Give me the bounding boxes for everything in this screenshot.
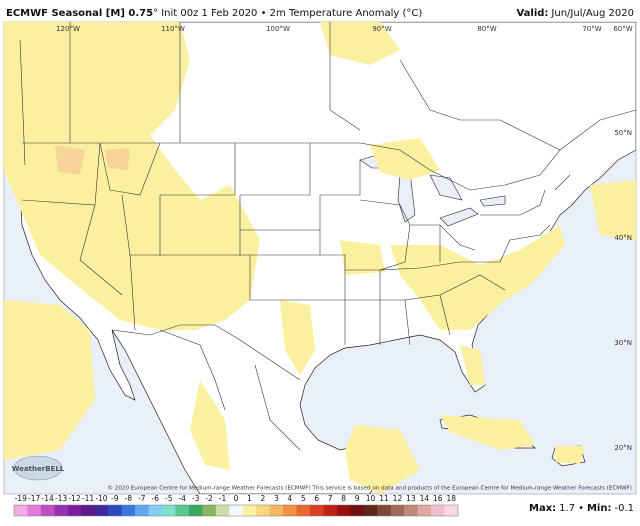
colorbar-label: 8	[341, 494, 346, 503]
lat-label: 30°N	[614, 339, 632, 347]
stats: Max: 1.7 • Min: -0.1	[529, 503, 634, 514]
lat-label: 20°N	[614, 444, 632, 452]
colorbar-label: -10	[95, 494, 107, 503]
color-swatch	[162, 505, 176, 516]
color-swatch	[444, 505, 459, 516]
color-swatch	[67, 505, 82, 516]
colorbar-label: -2	[205, 494, 213, 503]
valid-label: Valid:	[516, 8, 548, 19]
lon-label: 60°W	[613, 25, 632, 33]
colorbar-label: 3	[274, 494, 279, 503]
color-swatch	[242, 505, 257, 516]
color-swatch	[81, 505, 96, 516]
colorbar-label: 5	[301, 494, 306, 503]
subtitle: ° Init 00z 1 Feb 2020 • 2m Temperature A…	[153, 8, 422, 19]
colorbar-label: -8	[125, 494, 133, 503]
colorbar-label: -11	[82, 494, 94, 503]
color-swatch	[215, 505, 230, 516]
colorbar-label: 10	[366, 494, 376, 503]
colorbar-label: -4	[178, 494, 186, 503]
color-swatch	[404, 505, 418, 516]
color-swatch	[310, 505, 324, 516]
color-swatch	[94, 505, 109, 516]
colorbar-label: -6	[152, 494, 160, 503]
logo: WeatherBELL	[12, 455, 65, 481]
lon-label: 110°W	[161, 25, 185, 33]
colorbar-label: 4	[287, 494, 292, 503]
color-swatch	[296, 505, 311, 516]
lon-label: 120°W	[56, 25, 80, 33]
color-swatch	[14, 505, 28, 516]
colorbar-label: 16	[433, 494, 443, 503]
separator: •	[578, 503, 584, 514]
state-borders	[19, 22, 636, 451]
colorbar-label: -1	[219, 494, 227, 503]
colorbar-label: 11	[379, 494, 389, 503]
color-swatch	[54, 505, 69, 516]
color-swatch	[417, 505, 432, 516]
colorbar-label: 1	[247, 494, 252, 503]
color-swatch	[202, 505, 217, 516]
color-swatch	[350, 505, 365, 516]
color-swatch	[40, 505, 55, 516]
colorbar-label: 13	[406, 494, 416, 503]
colorbar-label: -12	[68, 494, 80, 503]
colorbar-label: 7	[328, 494, 333, 503]
color-swatch	[336, 505, 351, 516]
colorbar-label: -17	[28, 494, 40, 503]
lat-label: 40°N	[614, 234, 632, 242]
color-swatch	[323, 505, 338, 516]
colorbar-label: 0	[234, 494, 239, 503]
header-title: ECMWF Seasonal [M] 0.75° Init 00z 1 Feb …	[6, 8, 422, 19]
color-swatch	[431, 505, 445, 516]
anomaly-areas	[4, 22, 636, 494]
lat-label: 50°N	[614, 129, 632, 137]
colorbar-label: -5	[165, 494, 173, 503]
min-value: -0.1	[614, 503, 634, 514]
colorbar-label: -19	[15, 494, 27, 503]
valid-period: Valid: Jun/Jul/Aug 2020	[516, 8, 634, 19]
colorbar-border	[13, 504, 459, 517]
color-swatch	[390, 505, 405, 516]
valid-value: Jun/Jul/Aug 2020	[550, 8, 634, 19]
colorbar-label: -14	[42, 494, 54, 503]
lon-label: 100°W	[266, 25, 290, 33]
color-swatch	[269, 505, 284, 516]
color-swatch	[175, 505, 190, 516]
lon-label: 70°W	[582, 25, 601, 33]
max-value: 1.7	[559, 503, 575, 514]
colorbar-label: -9	[111, 494, 119, 503]
color-swatch	[229, 505, 244, 516]
colorbar-label: 9	[355, 494, 360, 503]
colorbar-label: -3	[192, 494, 200, 503]
map: WeatherBELL 120°W 110°W 100°W 90°W 80°W …	[3, 21, 637, 495]
color-swatch	[108, 505, 122, 516]
colorbar-label: -13	[55, 494, 67, 503]
max-label: Max:	[529, 503, 556, 514]
colorbar-label: 6	[314, 494, 319, 503]
min-label: Min:	[587, 503, 612, 514]
colorbar-label: -7	[138, 494, 146, 503]
colorbar: -19 -17 -14 -13 -12 -11 -10 -9 -8 -7 -6 -5 -4 -3 -2 -1 0…	[13, 494, 459, 517]
color-swatch	[121, 505, 136, 516]
color-swatch	[188, 505, 203, 516]
color-swatch	[363, 505, 378, 516]
lon-label: 80°W	[477, 25, 496, 33]
colorbar-label: 14	[420, 494, 430, 503]
color-swatch	[256, 505, 270, 516]
lon-label: 90°W	[372, 25, 391, 33]
color-swatch	[148, 505, 163, 516]
color-swatch	[27, 505, 42, 516]
colorbar-label: 2	[261, 494, 266, 503]
colorbar-label: 18	[446, 494, 456, 503]
color-swatch	[135, 505, 149, 516]
color-swatch	[283, 505, 297, 516]
color-swatch	[377, 505, 392, 516]
colorbar-label: 12	[393, 494, 403, 503]
title: ECMWF Seasonal [M] 0.75	[6, 8, 153, 19]
logo-text: WeatherBELL	[12, 465, 65, 473]
copyright: © 2020 European Centre for Medium-range …	[107, 485, 632, 492]
